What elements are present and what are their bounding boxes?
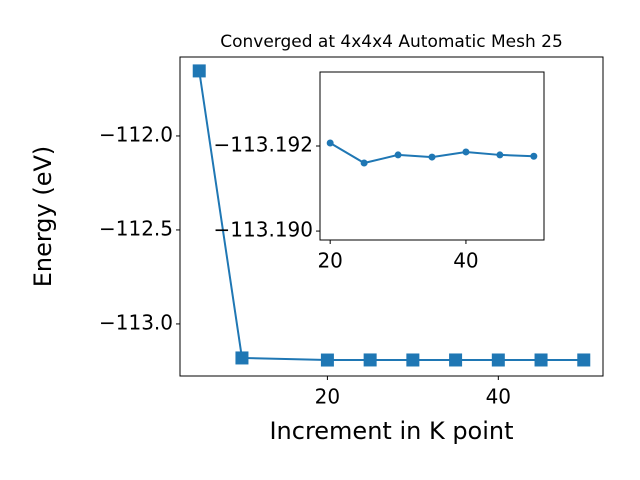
marker (406, 353, 420, 367)
x-axis-label: Increment in K point (269, 417, 513, 445)
marker (449, 353, 463, 367)
x-tick-label: 40 (486, 385, 511, 409)
y-tick-label: −112.5 (99, 216, 173, 240)
marker (534, 353, 548, 367)
marker (360, 159, 368, 167)
marker (462, 148, 470, 156)
marker (235, 351, 249, 365)
marker (491, 353, 505, 367)
y-tick-label: −112.0 (99, 122, 173, 146)
marker (530, 152, 538, 160)
marker (394, 151, 402, 159)
x-tick-label: 20 (317, 249, 342, 273)
marker (428, 153, 436, 161)
marker (577, 353, 591, 367)
marker (496, 151, 504, 159)
x-tick-label: 20 (315, 385, 340, 409)
marker (192, 64, 206, 78)
marker (320, 353, 334, 367)
y-tick-label: −113.0 (99, 310, 173, 334)
marker (326, 139, 334, 147)
chart-title: Converged at 4x4x4 Automatic Mesh 25 (220, 32, 563, 52)
y-axis-label: Energy (eV) (29, 146, 57, 288)
y-tick-label: −113.192 (214, 133, 313, 157)
x-tick-label: 40 (453, 249, 478, 273)
y-tick-label: −113.190 (214, 218, 313, 242)
marker (363, 353, 377, 367)
